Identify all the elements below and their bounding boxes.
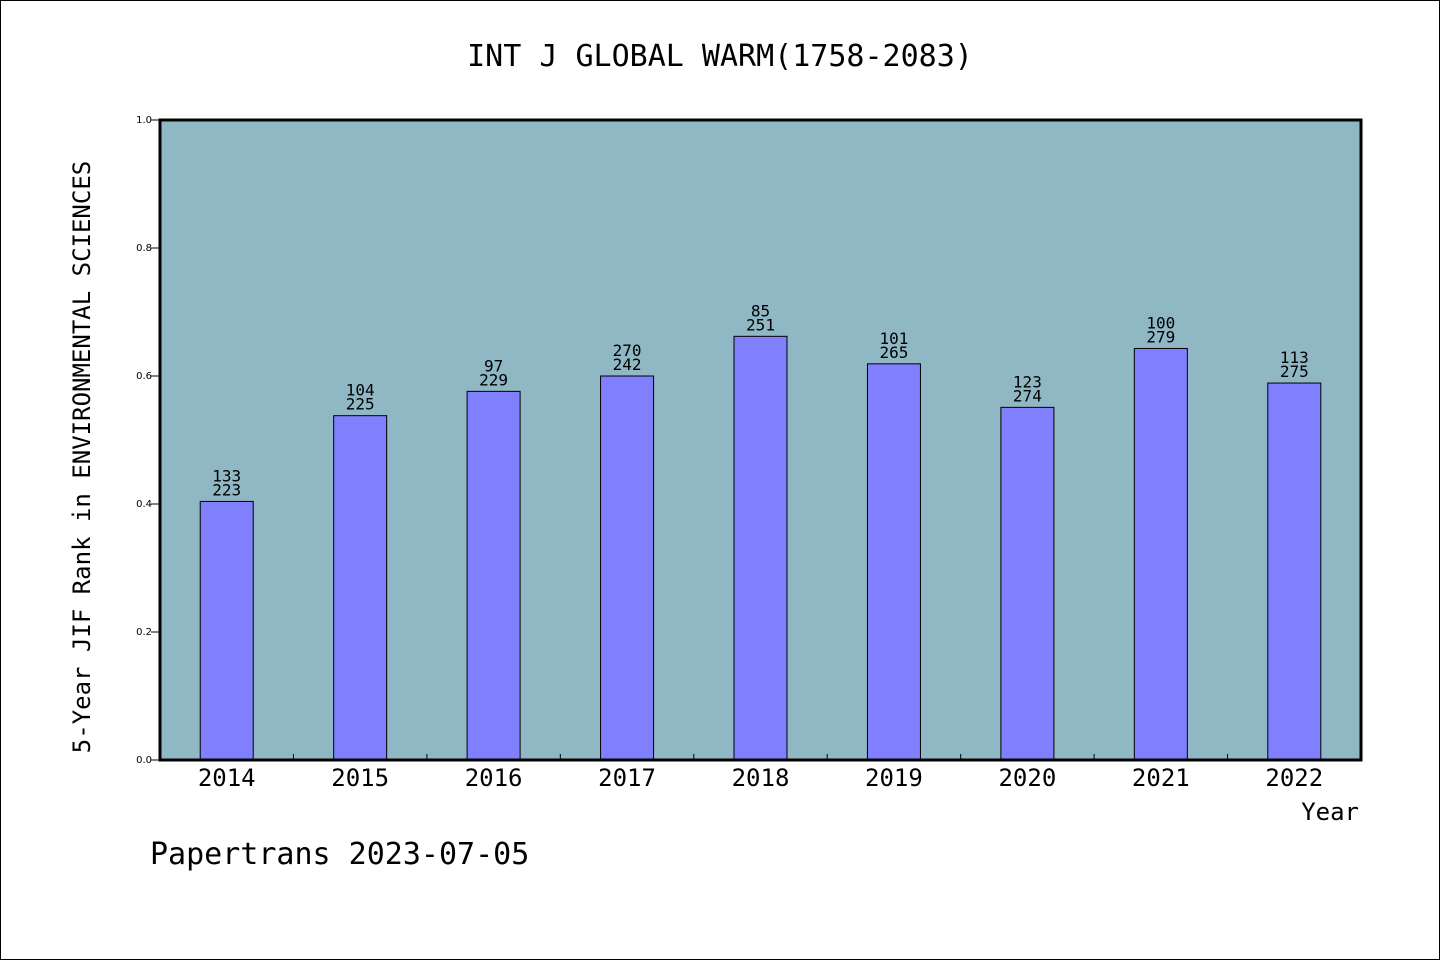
bar-rank-label-2017: 270 (613, 341, 642, 360)
x-tick-label-2021: 2021 (1132, 764, 1190, 792)
bar-total-label-2021: 279 (1146, 327, 1175, 346)
bar-2020 (1000, 406, 1055, 761)
bar-2016 (466, 390, 521, 761)
bar-2017 (600, 375, 655, 761)
y-axis-label: 5-Year JIF Rank in ENVIRONMENTAL SCIENCE… (68, 161, 96, 753)
x-axis: 2014 2015 2016 2017 2018 2019 2020 2021 2022 (198, 754, 1323, 792)
bar-rank-label-2019: 101 (879, 329, 908, 348)
bar-total-label-2015: 225 (346, 395, 375, 414)
x-tick-label-2015: 2015 (331, 764, 389, 792)
y-axis: 0.0 0.2 0.4 0.6 0.8 1.0 (136, 115, 160, 766)
bar-rank-label-2022: 113 (1280, 348, 1309, 367)
bar-total-label-2017: 242 (613, 355, 642, 374)
bar-total-label-2020: 274 (1013, 386, 1042, 405)
bar-2019 (866, 363, 921, 761)
bar-rank-label-2015: 104 (346, 381, 375, 400)
bar-rank-label-2018: 85 (751, 301, 770, 320)
y-tick-label-0.0: 0.0 (136, 755, 152, 766)
x-tick-label-2022: 2022 (1265, 764, 1323, 792)
bar-total-label-2018: 251 (746, 315, 775, 334)
bar-2014 (199, 500, 254, 761)
bar-total-label-2019: 265 (879, 343, 908, 362)
y-tick-label-0.2: 0.2 (136, 627, 152, 638)
x-tick-label-2018: 2018 (732, 764, 790, 792)
x-axis-label: Year (1301, 798, 1359, 826)
plot-border (158, 118, 1363, 762)
x-tick-label-2020: 2020 (998, 764, 1056, 792)
bar-rank-label-2021: 100 (1146, 313, 1175, 332)
bars-group (199, 335, 1322, 761)
bar-rank-label-2016: 97 (484, 356, 503, 375)
y-tick-label-0.6: 0.6 (136, 371, 152, 382)
bar-total-label-2022: 275 (1280, 362, 1309, 381)
chart-title: INT J GLOBAL WARM(1758-2083) (467, 39, 973, 74)
x-tick-label-2017: 2017 (598, 764, 656, 792)
bar-2015 (333, 415, 388, 761)
y-tick-label-0.4: 0.4 (136, 499, 152, 510)
y-tick-label-0.8: 0.8 (136, 243, 152, 254)
bar-total-label-2014: 223 (212, 480, 241, 499)
bar-2018 (733, 335, 788, 761)
x-tick-label-2016: 2016 (465, 764, 523, 792)
footer-credit: Papertrans 2023-07-05 (150, 837, 529, 872)
x-tick-label-2014: 2014 (198, 764, 256, 792)
x-tick-label-2019: 2019 (865, 764, 923, 792)
bar-rank-label-2020: 123 (1013, 372, 1042, 391)
bar-total-label-2016: 229 (479, 370, 508, 389)
bar-2022 (1267, 382, 1322, 761)
bar-2021 (1133, 347, 1188, 761)
bar-rank-label-2014: 133 (212, 466, 241, 485)
y-tick-label-1.0: 1.0 (136, 115, 152, 126)
